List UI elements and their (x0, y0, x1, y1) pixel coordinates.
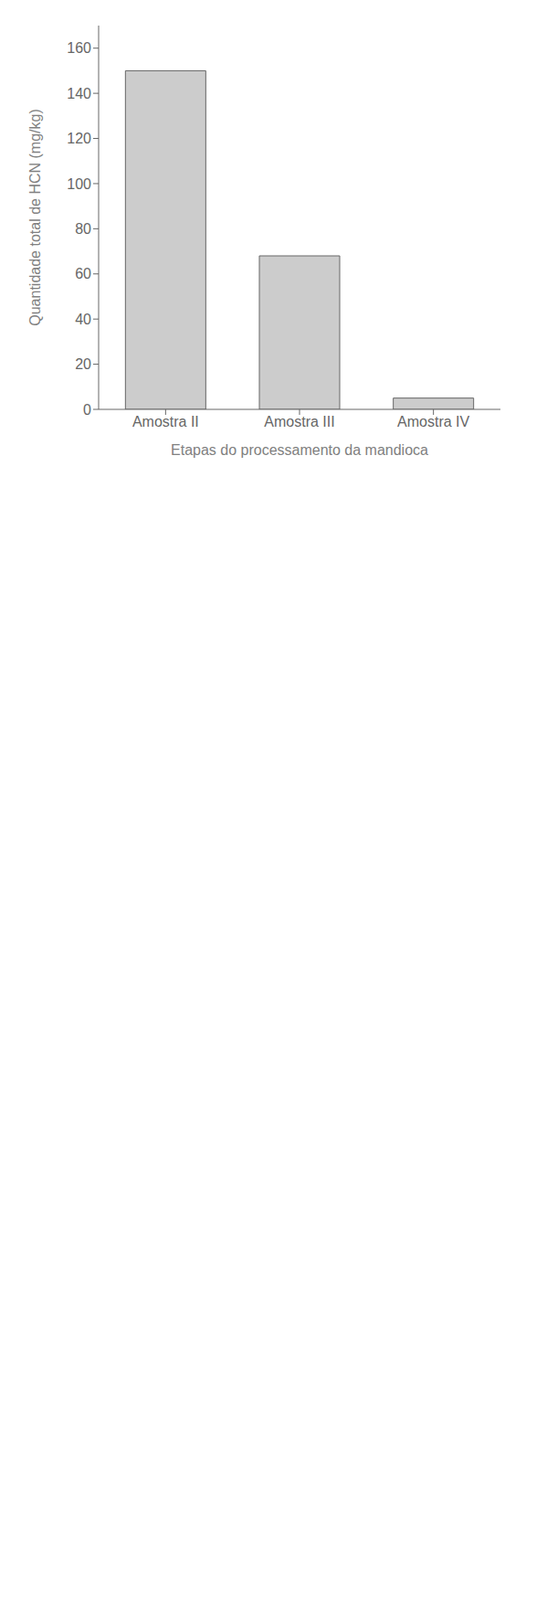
svg-text:120: 120 (66, 130, 92, 147)
svg-text:100: 100 (66, 176, 92, 192)
svg-text:160: 160 (66, 40, 92, 56)
svg-text:Quantidade total de HCN (mg/kg: Quantidade total de HCN (mg/kg) (27, 108, 43, 326)
svg-text:40: 40 (74, 311, 92, 327)
svg-text:Amostra III: Amostra III (263, 413, 335, 430)
svg-text:Amostra IV: Amostra IV (397, 413, 470, 430)
svg-text:140: 140 (66, 85, 92, 102)
svg-text:Amostra II: Amostra II (132, 413, 200, 430)
svg-text:80: 80 (74, 220, 92, 237)
svg-text:20: 20 (74, 356, 92, 372)
svg-text:0: 0 (83, 401, 92, 418)
svg-text:60: 60 (74, 265, 92, 282)
svg-text:Etapas do processamento da man: Etapas do processamento da mandioca (170, 441, 429, 458)
